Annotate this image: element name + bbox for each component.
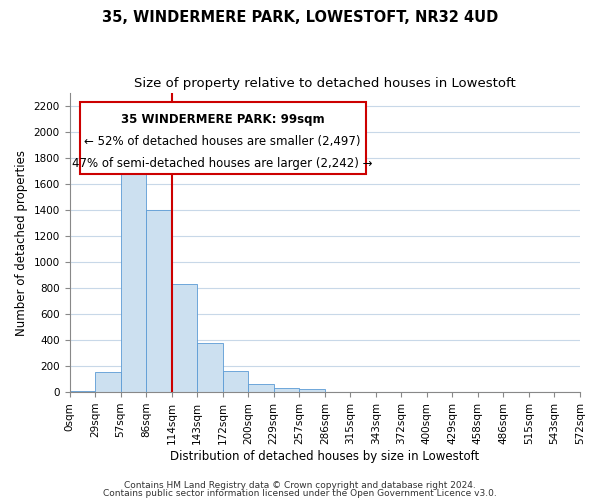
Text: ← 52% of detached houses are smaller (2,497): ← 52% of detached houses are smaller (2,… [85, 135, 361, 148]
X-axis label: Distribution of detached houses by size in Lowestoft: Distribution of detached houses by size … [170, 450, 479, 462]
Text: Contains HM Land Registry data © Crown copyright and database right 2024.: Contains HM Land Registry data © Crown c… [124, 481, 476, 490]
Bar [197, 342, 223, 392]
FancyBboxPatch shape [80, 102, 365, 174]
Text: Contains public sector information licensed under the Open Government Licence v3: Contains public sector information licen… [103, 488, 497, 498]
Bar [121, 171, 146, 392]
Bar [172, 284, 197, 392]
Bar [274, 388, 299, 392]
Bar [70, 391, 95, 392]
Bar [299, 389, 325, 392]
Text: 47% of semi-detached houses are larger (2,242) →: 47% of semi-detached houses are larger (… [73, 156, 373, 170]
Y-axis label: Number of detached properties: Number of detached properties [15, 150, 28, 336]
Bar [95, 372, 121, 392]
Bar [146, 210, 172, 392]
Text: 35 WINDERMERE PARK: 99sqm: 35 WINDERMERE PARK: 99sqm [121, 114, 325, 126]
Title: Size of property relative to detached houses in Lowestoft: Size of property relative to detached ho… [134, 78, 515, 90]
Text: 35, WINDERMERE PARK, LOWESTOFT, NR32 4UD: 35, WINDERMERE PARK, LOWESTOFT, NR32 4UD [102, 10, 498, 25]
Bar [248, 384, 274, 392]
Bar [223, 372, 248, 392]
